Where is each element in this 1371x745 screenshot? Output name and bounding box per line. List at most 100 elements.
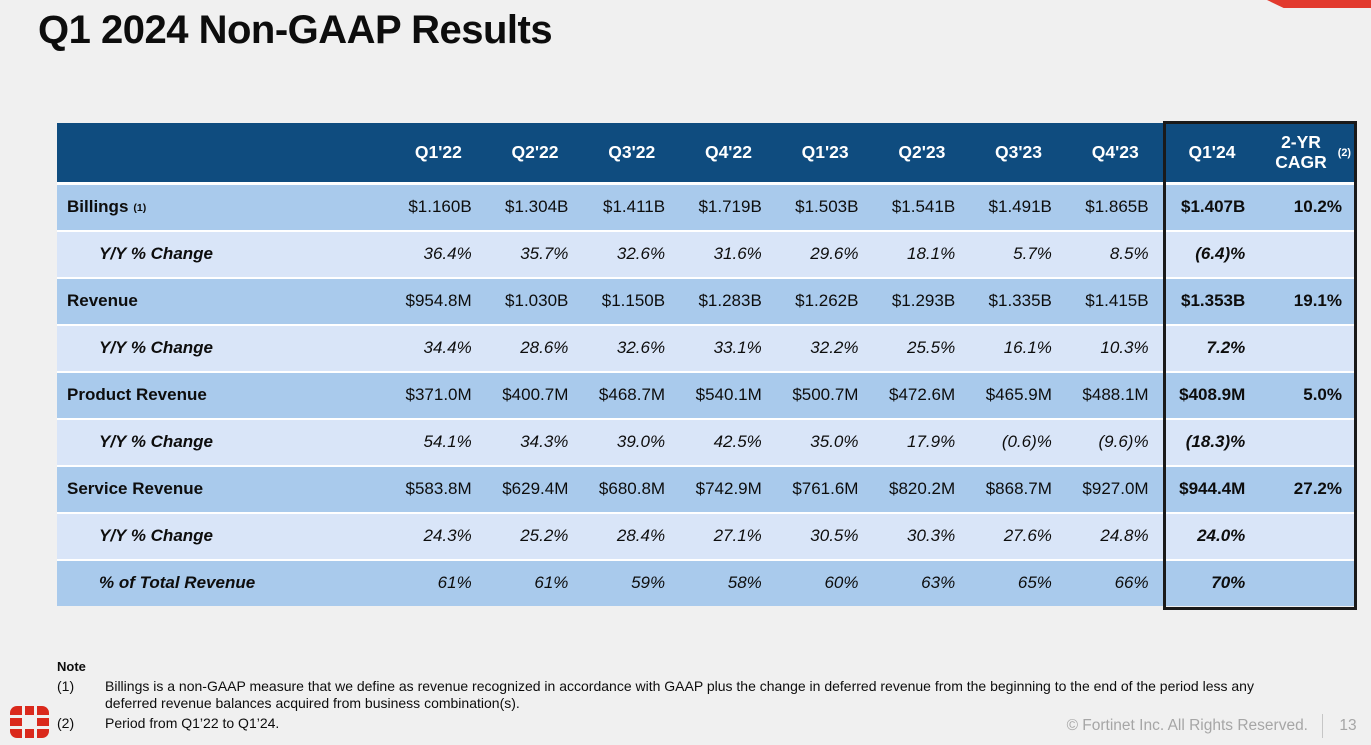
table-cell: $1.491B xyxy=(988,197,1052,217)
corner-header-cell xyxy=(57,123,390,182)
table-cell: $1.865B xyxy=(1085,197,1149,217)
footer-divider xyxy=(1322,714,1323,738)
row-label: Y/Y % Change xyxy=(99,526,213,546)
column-header: Q1'24 xyxy=(1188,141,1236,162)
table-cell: $868.7M xyxy=(985,479,1052,499)
table-cell: 70% xyxy=(1211,573,1246,593)
note-marker: (2) xyxy=(57,715,75,732)
table-cell: 28.4% xyxy=(616,526,666,546)
table-cell: (6.4)% xyxy=(1195,244,1246,264)
column-header: 2-YR CAGR (2) xyxy=(1275,132,1351,172)
table-cell: 58% xyxy=(727,573,762,593)
table-cell xyxy=(1260,232,1357,277)
table-cell: $1.335B xyxy=(988,291,1052,311)
row-label: Product Revenue xyxy=(67,385,207,405)
table-cell: 8.5% xyxy=(1109,244,1149,264)
table-cell: $1.407B xyxy=(1181,197,1246,217)
table-row: Service Revenue $583.8M $629.4M $680.8M $742… xyxy=(57,467,1357,514)
table-cell: 19.1% xyxy=(1293,291,1342,311)
table-cell: 10.3% xyxy=(1100,338,1149,358)
table-cell: $1.503B xyxy=(795,197,859,217)
table-cell: 66% xyxy=(1114,573,1149,593)
table-cell xyxy=(1260,514,1357,559)
table-cell: 10.2% xyxy=(1293,197,1342,217)
table-cell: $488.1M xyxy=(1082,385,1149,405)
table-cell: $1.030B xyxy=(505,291,569,311)
table-cell xyxy=(1260,326,1357,371)
table-cell: 5.0% xyxy=(1303,385,1342,405)
logo-segment xyxy=(10,706,22,715)
table-cell: 34.4% xyxy=(423,338,472,358)
table-cell xyxy=(1260,420,1357,465)
note-text: Period from Q1’22 to Q1’24. xyxy=(105,715,280,732)
table-cell: 35.0% xyxy=(810,432,859,452)
table-cell: $468.7M xyxy=(598,385,666,405)
table-cell: 65% xyxy=(1017,573,1052,593)
table-cell: $1.415B xyxy=(1085,291,1149,311)
results-table: Q1'22 Q2'22 Q3'22 Q4'22 Q1'23 Q2'23 Q3'23 Q4'23… xyxy=(57,121,1357,610)
table-row: Revenue $954.8M $1.030B $1.150B $1.283B $1.26… xyxy=(57,279,1357,326)
column-header: Q2'23 xyxy=(898,141,946,162)
note-item-1: (1) Billings is a non-GAAP measure that … xyxy=(57,678,1307,712)
table-cell: 25.5% xyxy=(906,338,956,358)
table-cell: 25.2% xyxy=(520,526,569,546)
table-cell: 61% xyxy=(534,573,569,593)
logo-segment-empty xyxy=(25,718,35,727)
table-cell: 32.6% xyxy=(616,244,666,264)
table-cell: $742.9M xyxy=(695,479,762,499)
logo-segment xyxy=(37,729,49,738)
table-cell: 24.0% xyxy=(1197,526,1246,546)
table-row: Y/Y % Change 54.1% 34.3% 39.0% 42.5% 35.0% 17.… xyxy=(57,420,1357,467)
table-cell: 5.7% xyxy=(1013,244,1052,264)
table-row: Y/Y % Change 36.4% 35.7% 32.6% 31.6% 29.6% 18.… xyxy=(57,232,1357,279)
table-cell: $680.8M xyxy=(598,479,666,499)
row-label: Revenue xyxy=(67,291,138,311)
table-cell: $820.2M xyxy=(889,479,956,499)
table-cell: 42.5% xyxy=(713,432,762,452)
table-cell: 18.1% xyxy=(906,244,956,264)
logo-segment xyxy=(24,706,35,715)
table-cell: $944.4M xyxy=(1179,479,1246,499)
table-cell: 54.1% xyxy=(423,432,472,452)
table-cell: $1.353B xyxy=(1181,291,1246,311)
column-header: Q3'23 xyxy=(995,141,1043,162)
top-right-red-accent-icon xyxy=(1267,0,1371,8)
table-cell: 16.1% xyxy=(1003,338,1052,358)
table-cell: 31.6% xyxy=(713,244,762,264)
table-cell: $1.150B xyxy=(601,291,666,311)
table-cell: $1.293B xyxy=(891,291,956,311)
table-cell: 36.4% xyxy=(423,244,472,264)
table-cell: $1.411B xyxy=(603,197,666,217)
table-cell: $540.1M xyxy=(695,385,762,405)
notes-section: Note (1) Billings is a non-GAAP measure … xyxy=(57,659,1307,735)
table-cell: 30.5% xyxy=(810,526,859,546)
note-marker: (1) xyxy=(57,678,75,694)
column-header: Q4'23 xyxy=(1091,141,1139,162)
logo-segment xyxy=(37,706,49,715)
table-cell: 63% xyxy=(921,573,956,593)
table-row: Product Revenue $371.0M $400.7M $468.7M $540… xyxy=(57,373,1357,420)
fortinet-logo-icon xyxy=(10,706,49,738)
table-cell: $400.7M xyxy=(502,385,569,405)
table-cell: $761.6M xyxy=(792,479,859,499)
column-header: Q3'22 xyxy=(608,141,656,162)
table-cell: 59% xyxy=(631,573,666,593)
logo-segment xyxy=(10,717,22,727)
table-cell: 33.1% xyxy=(713,338,762,358)
table-cell: 27.1% xyxy=(713,526,762,546)
table-cell: 61% xyxy=(437,573,472,593)
table-cell: $408.9M xyxy=(1179,385,1246,405)
column-header: Q4'22 xyxy=(704,141,752,162)
table-cell xyxy=(1260,561,1357,606)
row-label: Service Revenue xyxy=(67,479,204,499)
column-header: Q1'23 xyxy=(801,141,849,162)
table-cell: $583.8M xyxy=(405,479,472,499)
footer: © Fortinet Inc. All Rights Reserved. 13 xyxy=(1067,714,1359,738)
table-cell: 27.2% xyxy=(1293,479,1342,499)
table-cell: 60% xyxy=(824,573,859,593)
column-header: Q2'22 xyxy=(511,141,559,162)
table-cell: $465.9M xyxy=(985,385,1052,405)
page-number: 13 xyxy=(1339,717,1357,734)
logo-segment xyxy=(37,717,49,727)
